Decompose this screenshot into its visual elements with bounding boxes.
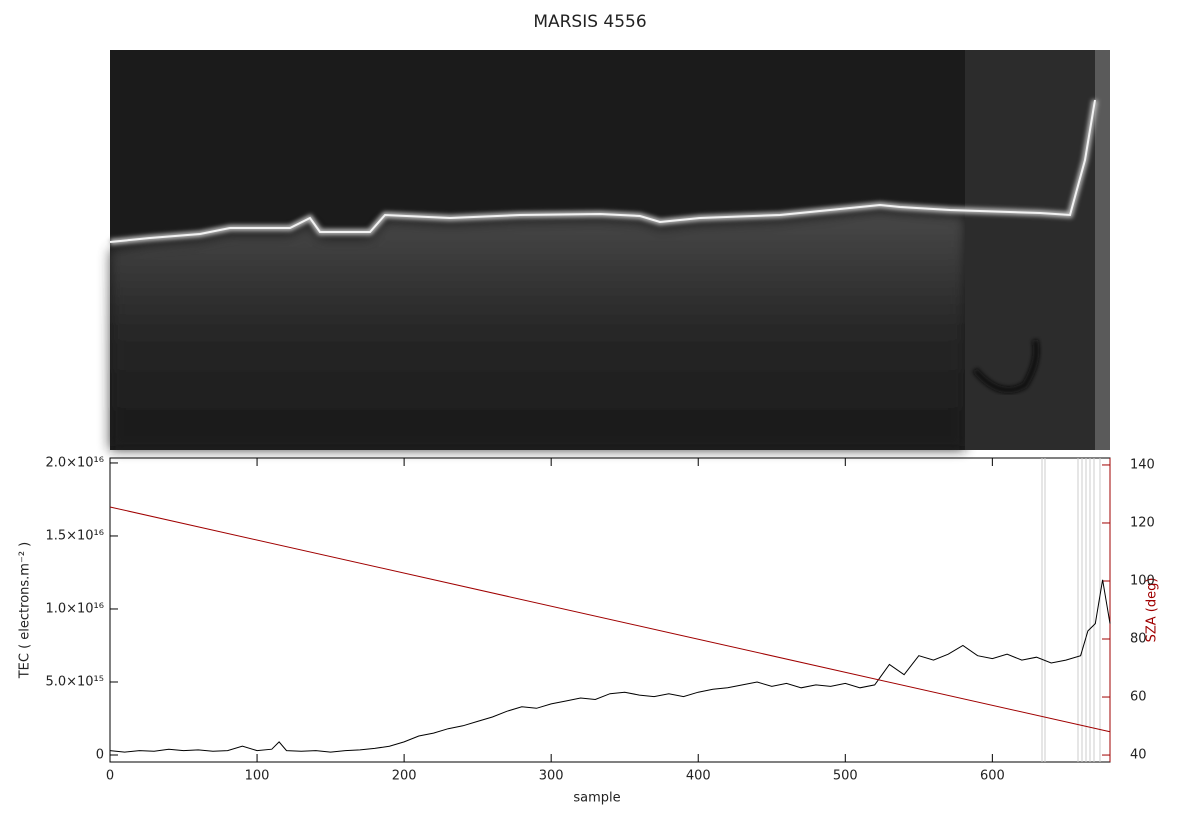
flag-lines bbox=[1041, 458, 1101, 762]
x-axis-label: sample bbox=[573, 791, 620, 806]
x-tick-label: 600 bbox=[980, 769, 1005, 784]
series-line bbox=[109, 506, 1111, 733]
series-line bbox=[109, 579, 1111, 753]
y-tick-label: 5.0×10¹⁵ bbox=[45, 674, 104, 689]
x-tick-label: 300 bbox=[539, 769, 564, 784]
y-axis-label: TEC ( electrons.m⁻² ) bbox=[18, 542, 33, 680]
y-tick-label: 2.0×10¹⁶ bbox=[45, 455, 104, 470]
y2-axis-label: SZA (deg) bbox=[1145, 578, 1160, 643]
y-tick-label: 0 bbox=[96, 747, 104, 762]
y2-tick-label: 40 bbox=[1130, 748, 1147, 763]
x-tick-label: 0 bbox=[106, 769, 114, 784]
y2-tick-label: 60 bbox=[1130, 690, 1147, 705]
plot-frame bbox=[109, 457, 1111, 763]
x-tick-label: 400 bbox=[686, 769, 711, 784]
y-tick-label: 1.0×10¹⁶ bbox=[45, 601, 104, 616]
x-tick-label: 200 bbox=[392, 769, 417, 784]
y2-tick-label: 80 bbox=[1130, 632, 1147, 647]
radargram bbox=[109, 50, 1110, 450]
y2-tick-label: 100 bbox=[1130, 573, 1155, 588]
y-tick-label: 1.5×10¹⁶ bbox=[45, 528, 104, 543]
y2-tick-label: 120 bbox=[1130, 515, 1155, 530]
x-tick-label: 100 bbox=[245, 769, 270, 784]
y2-tick-label: 140 bbox=[1130, 457, 1155, 472]
x-tick-label: 500 bbox=[833, 769, 858, 784]
chart-title: MARSIS 4556 bbox=[533, 12, 646, 32]
